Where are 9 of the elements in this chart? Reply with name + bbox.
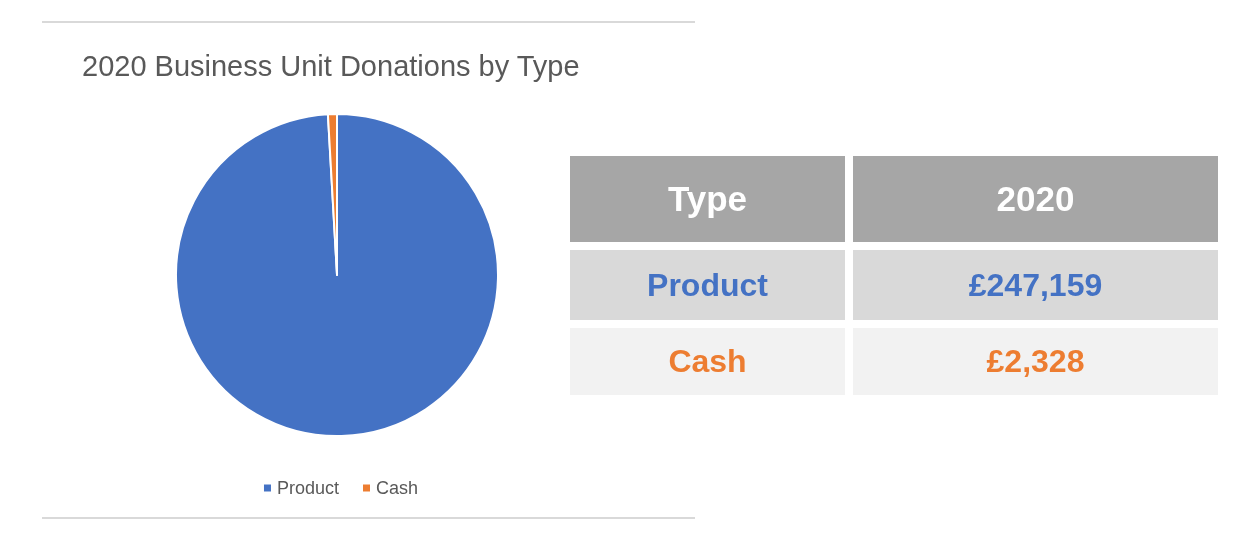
text: 2020 [853, 156, 1218, 242]
text: £247,159 [853, 250, 1218, 320]
text: Cash [570, 328, 845, 395]
text: £2,328 [853, 328, 1218, 395]
text: Product [570, 250, 845, 320]
text: Type [570, 156, 845, 242]
legend-label: Product [276, 478, 340, 498]
legend-label: Cash [376, 478, 419, 498]
chart-title: 2020 Business Unit Donations by Type [82, 49, 580, 82]
